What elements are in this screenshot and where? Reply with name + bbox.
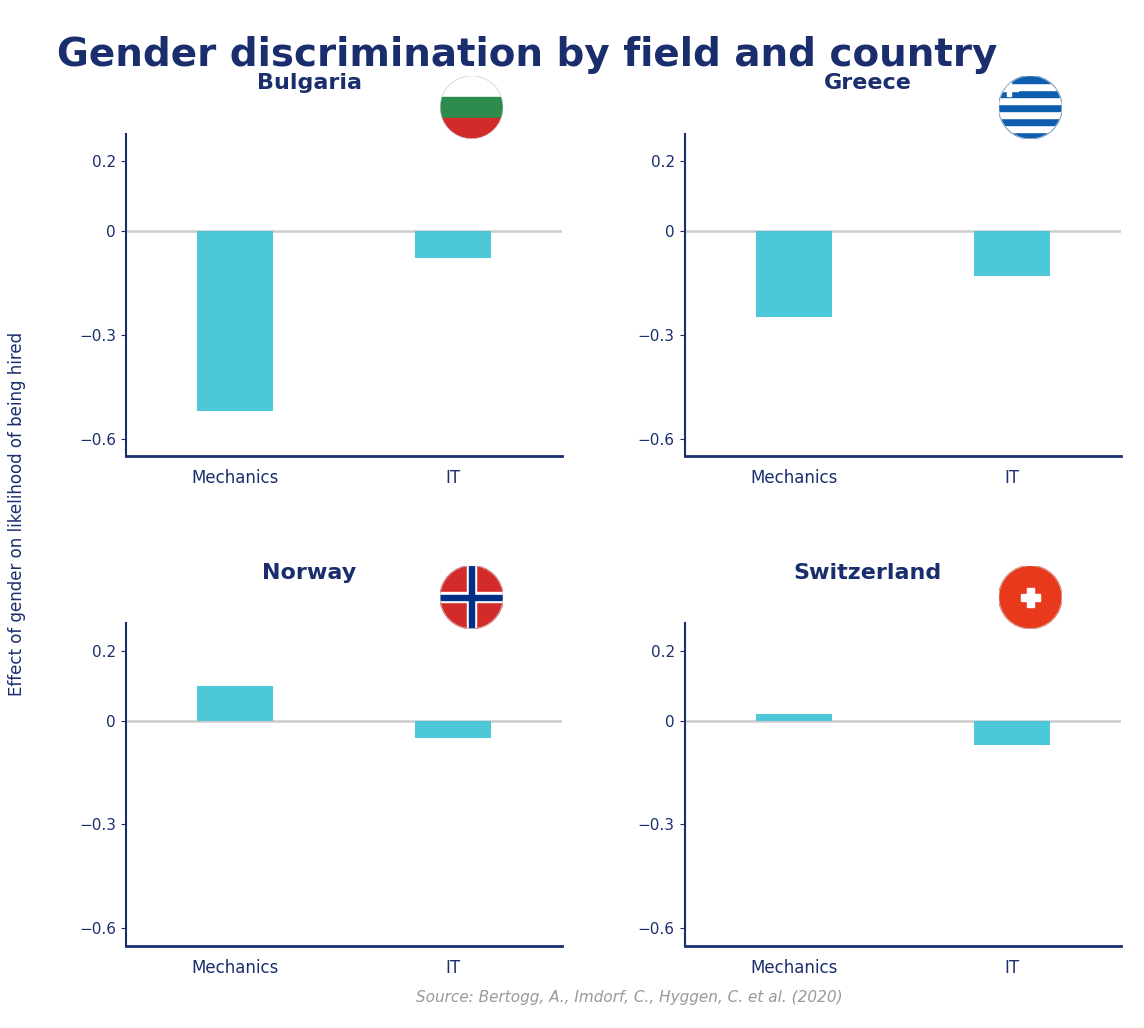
Bar — [1027, 588, 1034, 607]
Title: Greece: Greece — [824, 73, 912, 94]
Title: Switzerland: Switzerland — [794, 563, 942, 583]
Bar — [999, 76, 1062, 83]
Bar — [1020, 594, 1040, 600]
Text: Gender discrimination by field and country: Gender discrimination by field and count… — [57, 36, 998, 74]
Text: Effect of gender on likelihood of being hired: Effect of gender on likelihood of being … — [8, 332, 26, 696]
Text: Source: Bertogg, A., Imdorf, C., Hyggen, C. et al. (2020): Source: Bertogg, A., Imdorf, C., Hyggen,… — [416, 990, 842, 1005]
Wedge shape — [440, 76, 503, 107]
Bar — [999, 97, 1062, 104]
Bar — [1001, 86, 1018, 90]
Bar — [415, 721, 492, 738]
Bar — [1007, 77, 1011, 97]
Bar — [415, 230, 492, 258]
Bar — [999, 83, 1062, 89]
Bar — [440, 592, 503, 601]
Bar — [755, 713, 832, 721]
Bar — [999, 124, 1062, 132]
Bar — [755, 230, 832, 318]
Bar — [999, 111, 1062, 118]
Bar — [974, 721, 1050, 744]
Bar — [197, 230, 273, 411]
Bar — [999, 132, 1062, 139]
Circle shape — [999, 565, 1062, 629]
Bar — [440, 76, 503, 97]
Title: Bulgaria: Bulgaria — [256, 73, 362, 94]
Circle shape — [999, 76, 1062, 139]
Bar — [440, 595, 503, 599]
Bar — [469, 565, 474, 629]
Circle shape — [440, 565, 503, 629]
Bar — [467, 565, 476, 629]
Bar — [974, 230, 1050, 276]
Bar — [197, 686, 273, 721]
Bar — [440, 97, 503, 118]
Bar — [440, 118, 503, 139]
Bar — [999, 104, 1062, 111]
Bar — [999, 89, 1062, 97]
Bar — [999, 118, 1062, 124]
Title: Norway: Norway — [262, 563, 356, 583]
